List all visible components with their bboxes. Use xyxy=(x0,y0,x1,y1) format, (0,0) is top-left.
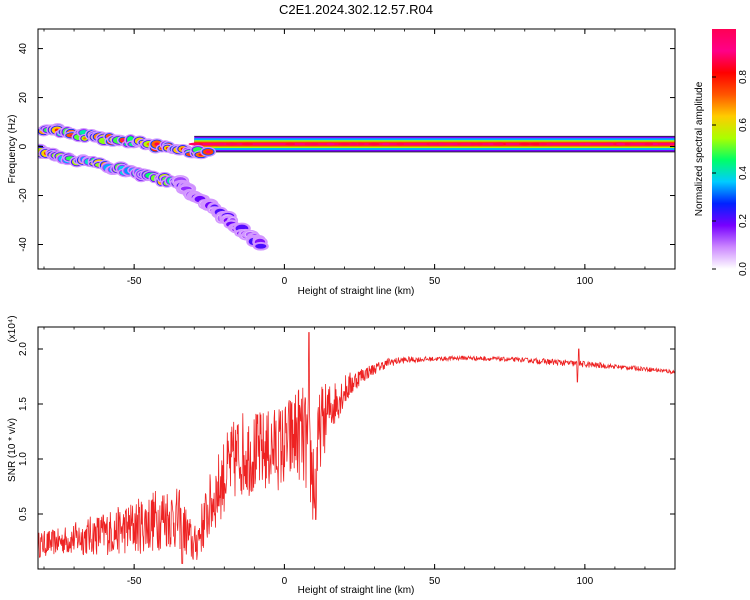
snr-y-tick-label: 2.0 xyxy=(18,342,29,356)
spectrogram-panel: -50 0 50 100 -40 -20 0 20 40 Height of straight … xyxy=(7,28,676,297)
snr-y-tick-label: 0.5 xyxy=(18,507,29,521)
blob-peak xyxy=(121,139,125,142)
spectrogram-ticks: -50 0 50 100 -40 -20 0 20 40 xyxy=(18,29,676,287)
spectrogram-y-tick-label: 20 xyxy=(18,92,29,104)
heatmap-feature-main-carrier xyxy=(188,135,675,153)
carrier-hotspot xyxy=(368,142,380,146)
carrier-hotspot xyxy=(538,142,548,146)
snr-ticks: -50 0 50 100 0.5 1.0 1.5 2.0 xyxy=(18,327,676,587)
carrier-hotspot xyxy=(285,142,296,146)
spectrogram-y-tick-label: -20 xyxy=(18,188,29,203)
snr-y-multiplier: (x10⁴) xyxy=(7,315,18,342)
snr-series-line xyxy=(38,332,675,564)
carrier-hotspot xyxy=(615,142,626,146)
blob-core xyxy=(255,243,267,249)
spectrogram-x-tick-label: -50 xyxy=(127,276,142,287)
carrier-hotspot xyxy=(623,142,631,146)
carrier-hotspot xyxy=(437,142,447,146)
carrier-hotspot xyxy=(382,142,390,146)
spectrogram-y-tick-label: 0 xyxy=(18,143,29,149)
heatmap-feature-descending-tail xyxy=(171,175,269,251)
snr-frame xyxy=(37,326,676,570)
carrier-hotspot xyxy=(225,142,238,146)
colorbar-tick-label: 0.8 xyxy=(738,70,749,84)
colorbar-tick-label: 0.2 xyxy=(738,214,749,228)
carrier-hotspot xyxy=(308,142,319,146)
snr-x-tick-label: -50 xyxy=(127,576,142,587)
blob-peak xyxy=(205,150,211,154)
carrier-hotspot xyxy=(519,142,531,146)
carrier-hotspot xyxy=(428,142,439,146)
spectrogram-y-tick-label: -40 xyxy=(18,237,29,252)
carrier-hotspot xyxy=(475,142,483,146)
carrier-hotspot xyxy=(326,142,335,146)
snr-y-tick-label: 1.5 xyxy=(18,397,29,411)
carrier-hotspot xyxy=(460,142,472,146)
snr-x-tick-label: 0 xyxy=(282,576,288,587)
carrier-hotspot xyxy=(214,142,225,146)
carrier-hotspot xyxy=(492,142,504,146)
carrier-hotspot xyxy=(241,142,254,146)
spectrogram-x-tick-label: 0 xyxy=(282,276,288,287)
spectrogram-y-label: Frequency (Hz) xyxy=(7,115,18,184)
carrier-hotspot xyxy=(579,142,586,146)
carrier-hotspot xyxy=(396,142,405,146)
blob-peak xyxy=(83,137,87,140)
carrier-hotspot xyxy=(349,142,358,146)
heatmap-feature-upper-branch xyxy=(38,123,217,160)
colorbar: 0.0 0.2 0.4 0.6 0.8 Normalized spectral ampl… xyxy=(694,29,749,276)
snr-y-label: SNR (10 * v/v) xyxy=(7,418,18,482)
snr-panel: -50 0 50 100 0.5 1.0 1.5 2.0 Height of straight… xyxy=(7,315,676,596)
carrier-hotspot xyxy=(644,142,654,146)
colorbar-tick-label: 0.6 xyxy=(738,118,749,132)
carrier-hotspot xyxy=(338,142,351,146)
colorbar-gradient xyxy=(712,29,736,269)
snr-x-label: Height of straight line (km) xyxy=(298,585,415,596)
spectrogram-frame xyxy=(37,28,676,270)
spectrogram-heatmap xyxy=(38,123,675,251)
colorbar-tick-label: 0.0 xyxy=(738,262,749,276)
spectrogram-x-label: Height of straight line (km) xyxy=(298,286,415,297)
colorbar-tick-label: 0.4 xyxy=(738,166,749,180)
carrier-hotspot xyxy=(632,142,644,146)
carrier-hotspot xyxy=(190,142,200,146)
spectrogram-x-tick-label: 100 xyxy=(577,276,594,287)
carrier-hotspot xyxy=(297,142,305,146)
carrier-hotspot xyxy=(604,142,615,146)
carrier-hotspot xyxy=(546,142,556,146)
spectrogram-x-tick-label: 50 xyxy=(429,276,441,287)
colorbar-ticks: 0.0 0.2 0.4 0.6 0.8 xyxy=(712,70,749,276)
snr-x-tick-label: 50 xyxy=(429,576,441,587)
colorbar-label: Normalized spectral amplitude xyxy=(694,81,705,216)
snr-y-tick-label: 1.0 xyxy=(18,452,29,466)
snr-x-tick-label: 100 xyxy=(577,576,594,587)
figure-title: C2E1.2024.302.12.57.R04 xyxy=(279,2,433,17)
spectrogram-y-tick-label: 40 xyxy=(18,43,29,55)
